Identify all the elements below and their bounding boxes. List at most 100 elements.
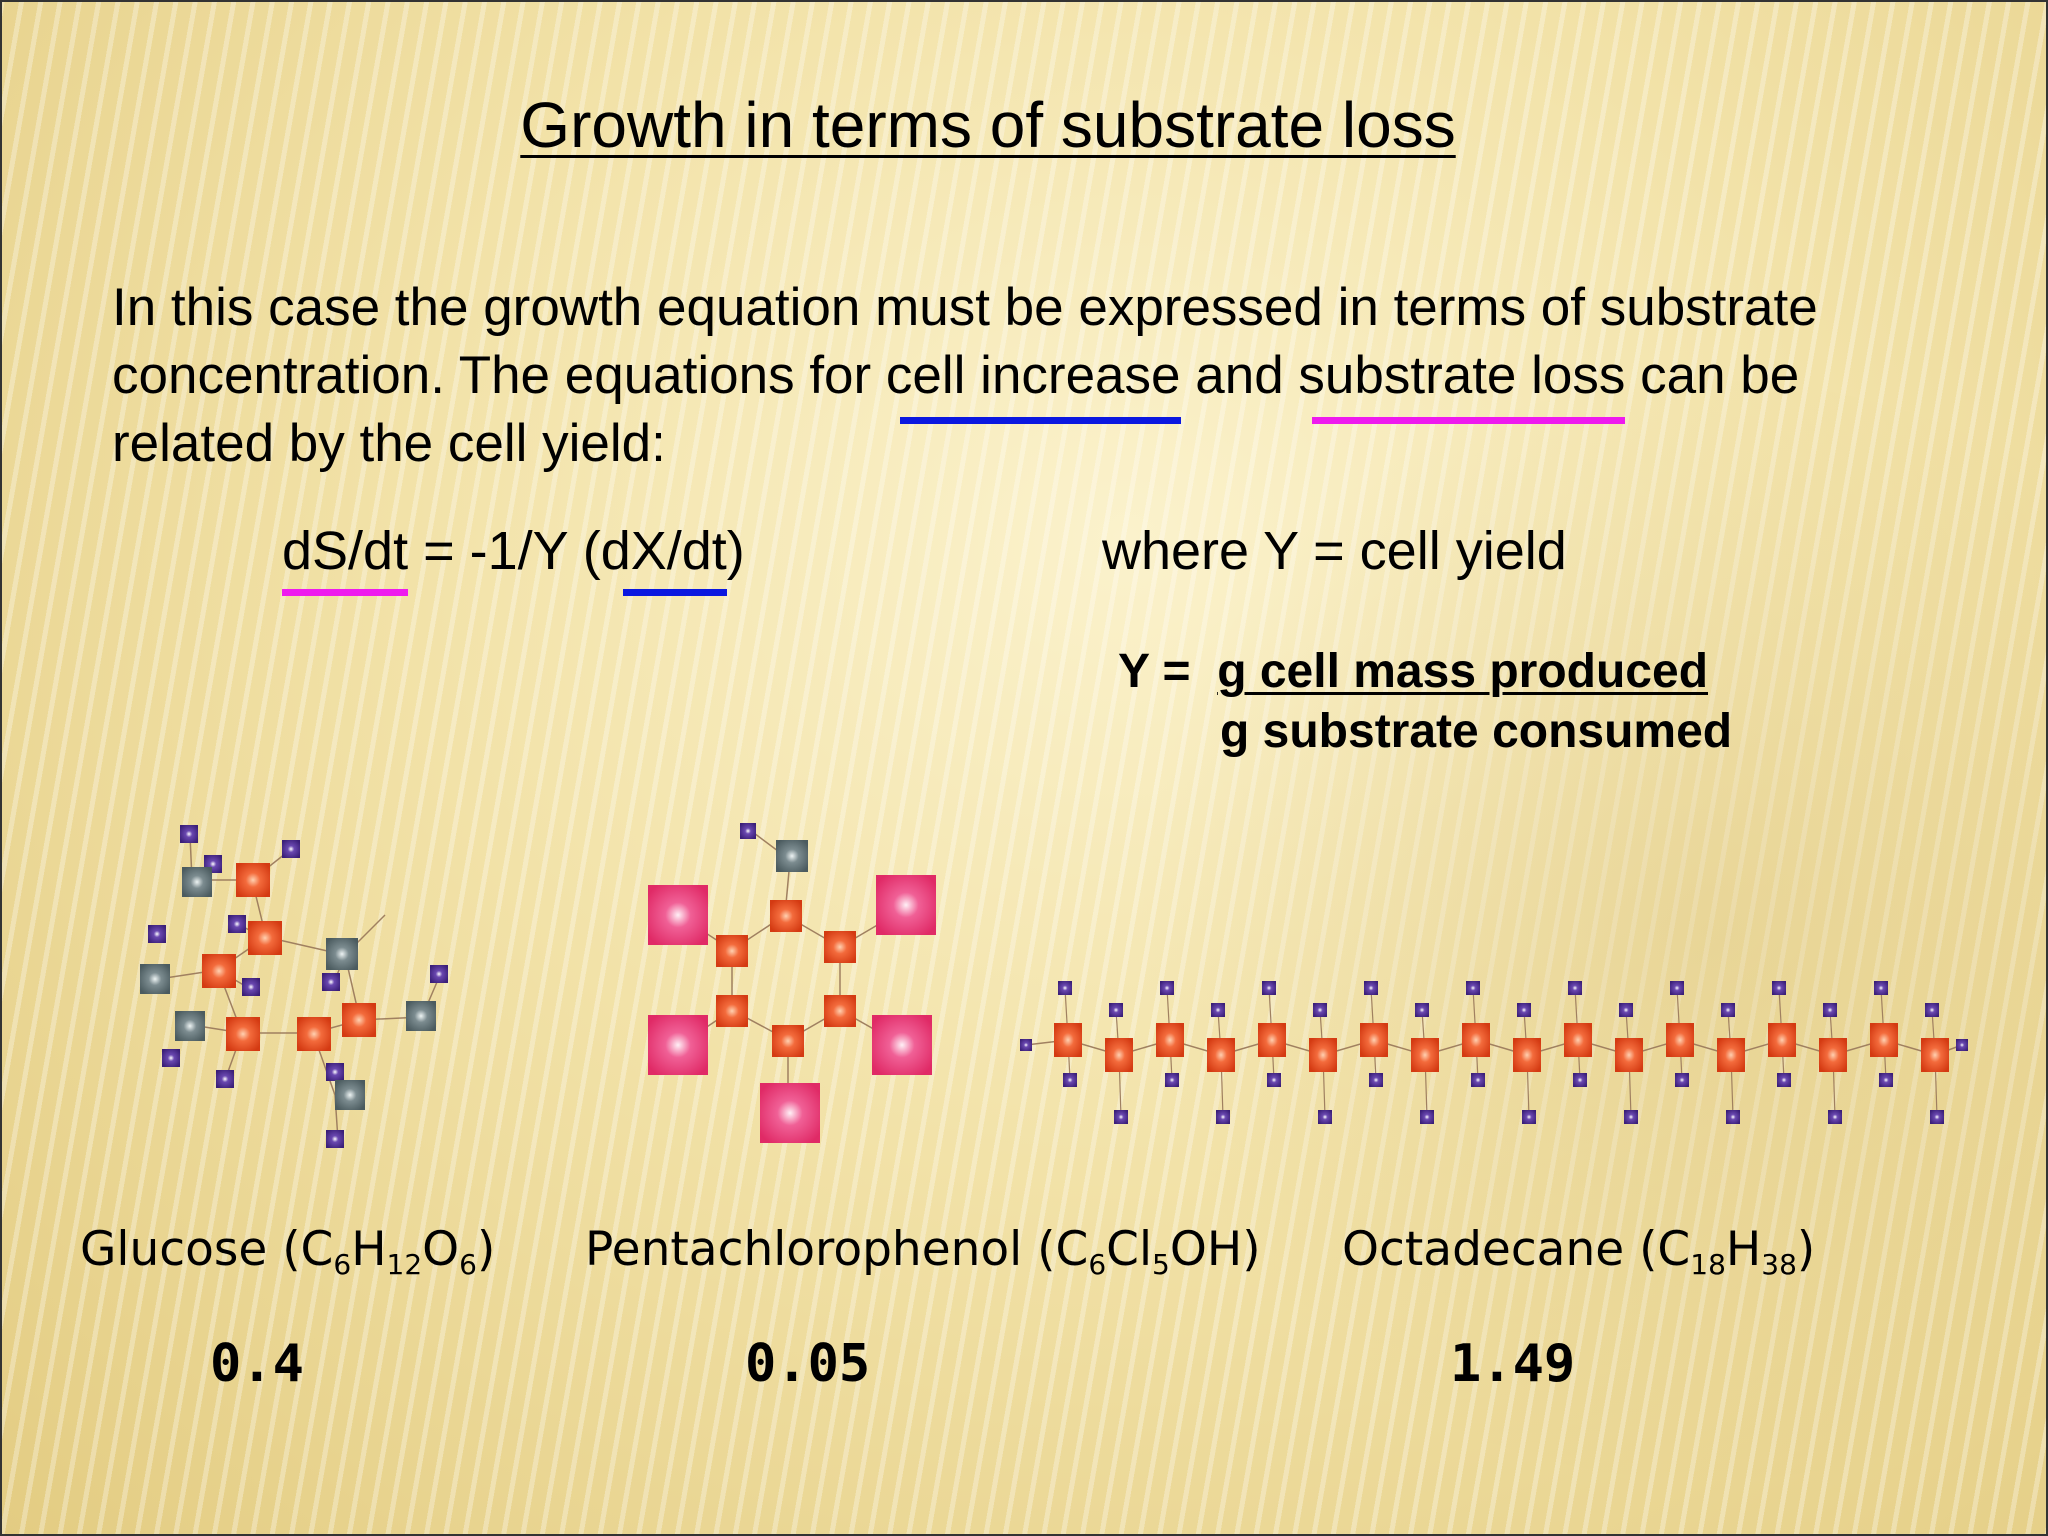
paragraph-line-2: concentration. The equations for cell in… <box>112 342 1992 424</box>
pentachlorophenol-molecule-icon <box>648 823 936 1143</box>
substrate-loss-phrase: substrate loss <box>1298 342 1625 424</box>
hydrogen-atom <box>1568 981 1582 995</box>
hydrogen-atom <box>1466 981 1480 995</box>
element-symbol: H <box>1725 1222 1762 1277</box>
carbon-atom <box>1819 1038 1847 1072</box>
hydrogen-atom <box>1675 1073 1689 1087</box>
yield-value-octadecane: 1.49 <box>1450 1334 1576 1394</box>
intro-paragraph: In this case the growth equation must be… <box>112 274 1992 478</box>
subscript: 12 <box>386 1248 423 1281</box>
carbon-atom <box>1921 1038 1949 1072</box>
formula-end: ) <box>1796 1222 1816 1277</box>
equation-middle: = -1/Y ( <box>408 521 601 581</box>
hydrogen-atom <box>1879 1073 1893 1087</box>
hydrogen-atom <box>1420 1110 1434 1124</box>
paragraph-text: can be <box>1625 346 1800 405</box>
hydrogen-atom <box>1619 1003 1633 1017</box>
hydrogen-atom <box>1058 981 1072 995</box>
hydrogen-atom <box>1471 1073 1485 1087</box>
carbon-atom <box>1462 1023 1490 1057</box>
hydrogen-atom <box>1020 1039 1032 1051</box>
hydrogen-atom <box>1823 1003 1837 1017</box>
paragraph-line-3: related by the cell yield: <box>112 414 666 473</box>
hydrogen-atom <box>1063 1073 1077 1087</box>
hydrogen-atom <box>1925 1003 1939 1017</box>
hydrogen-atom <box>1828 1110 1842 1124</box>
hydrogen-atom <box>1364 981 1378 995</box>
element-symbol: Cl <box>1106 1222 1153 1277</box>
carbon-atom <box>1615 1038 1643 1072</box>
element-symbol: H <box>351 1222 387 1277</box>
paragraph-text: and <box>1180 346 1299 405</box>
compound-name: Octadecane (C <box>1342 1222 1691 1277</box>
hydrogen-atom <box>1930 1110 1944 1124</box>
hydrogen-atom <box>1216 1110 1230 1124</box>
carbon-atom <box>1870 1023 1898 1057</box>
equation-close: ) <box>726 521 745 581</box>
subscript: 6 <box>333 1248 352 1281</box>
background-glow <box>1108 380 2048 1480</box>
where-note: where Y = cell yield <box>1102 521 1567 581</box>
growth-equation: dS/dt = -1/Y (dX/dt) <box>282 520 745 596</box>
hydrogen-atom <box>1956 1039 1968 1051</box>
slide-title: Growth in terms of substrate loss <box>520 89 1456 161</box>
hydrogen-atom <box>1721 1003 1735 1017</box>
hydrogen-atom <box>1415 1003 1429 1017</box>
carbon-atom <box>1411 1038 1439 1072</box>
glucose-molecule-icon <box>140 825 448 1148</box>
octadecane-molecule-icon <box>1020 981 1968 1124</box>
hydrogen-atom <box>1267 1073 1281 1087</box>
carbon-atom <box>1054 1023 1082 1057</box>
carbon-atom <box>1207 1038 1235 1072</box>
hydrogen-atom <box>1772 981 1786 995</box>
hydrogen-atom <box>1211 1003 1225 1017</box>
hydrogen-atom <box>1874 981 1888 995</box>
carbon-atom <box>1564 1023 1592 1057</box>
subscript: 18 <box>1690 1248 1726 1281</box>
dx-dt-term: dX/dt <box>600 521 727 596</box>
yield-value-glucose: 0.4 <box>210 1334 304 1394</box>
yield-value-pentachlorophenol: 0.05 <box>745 1334 871 1394</box>
carbon-atom <box>1717 1038 1745 1072</box>
carbon-atom <box>1309 1038 1337 1072</box>
ds-dt-term: dS/dt <box>282 521 409 596</box>
hydrogen-atom <box>1670 981 1684 995</box>
formula-end: ) <box>477 1222 496 1277</box>
hydrogen-atom <box>1313 1003 1327 1017</box>
hydrogen-atom <box>1369 1073 1383 1087</box>
hydrogen-atom <box>1777 1073 1791 1087</box>
paragraph-text: concentration. The equations for <box>112 346 886 405</box>
compound-label-pentachlorophenol: Pentachlorophenol (C6Cl5OH) <box>585 1222 1261 1279</box>
compound-name: Glucose (C <box>80 1222 334 1277</box>
yield-definition: Y = g cell mass produced g substrate con… <box>1118 642 1732 762</box>
hydrogen-atom <box>1318 1110 1332 1124</box>
hydrogen-atom <box>1522 1110 1536 1124</box>
element-symbol: O <box>422 1222 460 1277</box>
hydrogen-atom <box>1114 1110 1128 1124</box>
compound-label-glucose: Glucose (C6H12O6) <box>80 1222 496 1279</box>
hydrogen-atom <box>1160 981 1174 995</box>
cell-increase-phrase: cell increase <box>886 342 1181 424</box>
hydrogen-atom <box>1573 1073 1587 1087</box>
yield-prefix: Y = <box>1118 645 1218 698</box>
subscript: 6 <box>1088 1248 1107 1281</box>
hydrogen-atom <box>1624 1110 1638 1124</box>
carbon-atom <box>1768 1023 1796 1057</box>
compound-name: Pentachlorophenol (C <box>585 1222 1089 1277</box>
compound-label-octadecane: Octadecane (C18H38) <box>1342 1222 1816 1279</box>
subscript: 38 <box>1761 1248 1797 1281</box>
yield-denominator: g substrate consumed <box>1220 705 1733 758</box>
hydrogen-atom <box>1517 1003 1531 1017</box>
carbon-atom <box>1360 1023 1388 1057</box>
subscript: 6 <box>459 1248 477 1281</box>
hydrogen-atom <box>1165 1073 1179 1087</box>
paragraph-line-1: In this case the growth equation must be… <box>112 278 1818 337</box>
carbon-atom <box>1666 1023 1694 1057</box>
carbon-atom <box>1105 1038 1133 1072</box>
hydrogen-atom <box>1109 1003 1123 1017</box>
carbon-atom <box>1513 1038 1541 1072</box>
hydrogen-atom <box>1262 981 1276 995</box>
carbon-atom <box>1258 1023 1286 1057</box>
formula-end: OH) <box>1169 1222 1261 1277</box>
